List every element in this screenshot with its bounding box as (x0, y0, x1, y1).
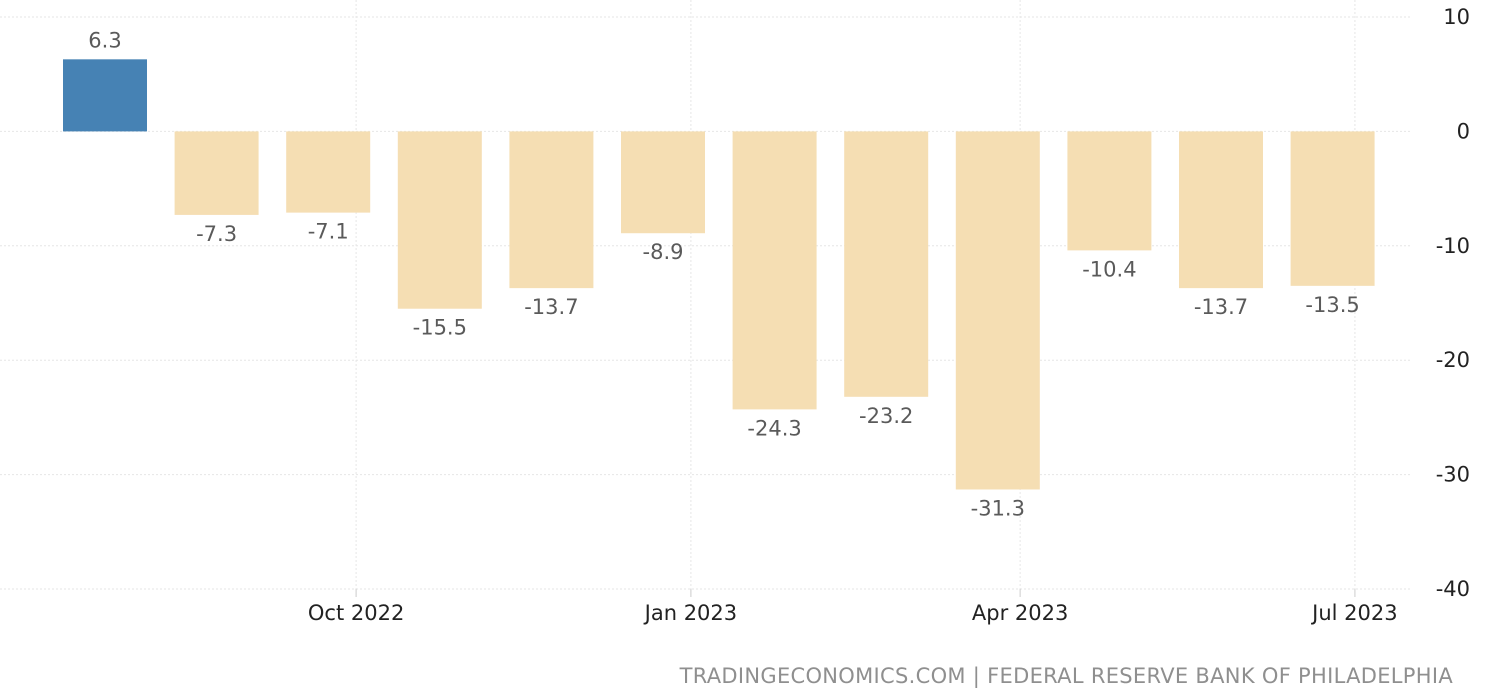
y-tick-label: -40 (1436, 577, 1470, 601)
x-tick-label: Apr 2023 (972, 601, 1068, 625)
bar (621, 131, 705, 234)
y-axis: 10 0 -10 -20 -30 -40 (1436, 5, 1470, 601)
data-label: 6.3 (88, 28, 121, 52)
bar (174, 131, 259, 215)
source-credit: TRADINGECONOMICS.COM | FEDERAL RESERVE B… (679, 664, 1453, 688)
x-tick-label: Oct 2022 (308, 601, 404, 625)
bar (286, 131, 371, 213)
bar (1067, 131, 1152, 251)
bar-chart: 6.3 -7.3 -7.1 -15.5 -13.7 -8.9 -24.3 -23.2 -31.3… (0, 0, 1470, 625)
data-label: -31.3 (971, 496, 1025, 520)
bar (63, 59, 147, 132)
bar (397, 131, 482, 309)
y-tick-label: 0 (1457, 119, 1470, 143)
data-label: -10.4 (1082, 257, 1136, 281)
y-tick-label: -20 (1436, 348, 1470, 372)
bar (955, 131, 1040, 490)
x-axis: Oct 2022 Jan 2023 Apr 2023 Jul 2023 (308, 589, 1398, 625)
bar (732, 131, 817, 410)
data-label: -7.1 (308, 220, 349, 244)
data-label: -24.3 (747, 416, 801, 440)
y-tick-label: -10 (1436, 234, 1470, 258)
data-label: -15.5 (413, 316, 467, 340)
x-tick-label: Jan 2023 (643, 601, 738, 625)
bars-layer (63, 59, 1375, 490)
data-label: -23.2 (859, 404, 913, 428)
x-tick-label: Jul 2023 (1310, 601, 1397, 625)
bar (1179, 131, 1263, 289)
bar (844, 131, 929, 397)
y-tick-label: 10 (1443, 5, 1470, 29)
data-label: -8.9 (643, 240, 684, 264)
data-label: -7.3 (196, 222, 237, 246)
data-labels-layer: 6.3 -7.3 -7.1 -15.5 -13.7 -8.9 -24.3 -23.2 -31.3… (88, 28, 1359, 520)
y-tick-label: -30 (1436, 463, 1470, 487)
data-label: -13.5 (1305, 293, 1359, 317)
data-label: -13.7 (1194, 295, 1248, 319)
bar (509, 131, 594, 289)
data-label: -13.7 (524, 295, 578, 319)
bar (1290, 131, 1375, 286)
